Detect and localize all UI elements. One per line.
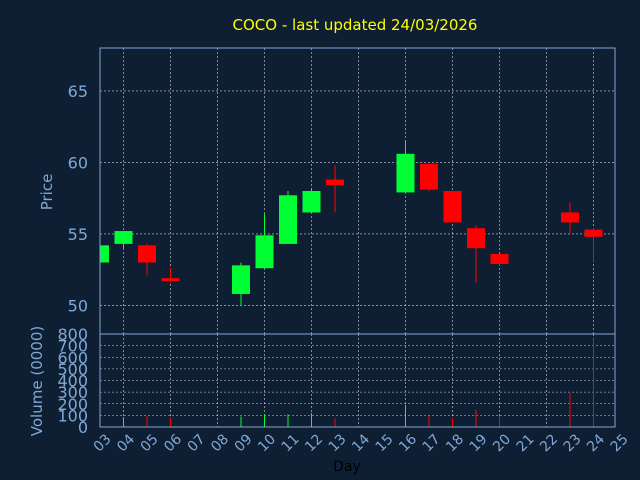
price-tick-label: 55 [68,225,88,244]
candle-body [561,212,579,223]
candle-body [114,231,133,244]
candle [420,163,438,191]
candle-body [467,228,485,249]
candle [490,253,509,266]
candle-body [255,235,274,269]
x-tick-label: 13 [326,431,350,455]
x-tick-label: 07 [185,431,209,455]
candle-body [279,195,297,244]
volume-tick-label: 800 [57,325,88,344]
price-axis-label: Price [38,174,56,211]
x-tick-label: 03 [91,431,115,455]
price-tick-label: 50 [68,296,88,315]
x-axis-label: Day [333,459,361,475]
candle [326,165,344,213]
volume-tick-label: 700 [57,337,88,356]
candle [232,262,250,306]
candle [279,191,297,244]
x-tick-label: 05 [138,431,162,455]
candle [584,228,603,263]
candle [443,191,462,223]
candle-body [443,191,462,223]
volume-bars [123,338,594,427]
candle [114,231,133,249]
x-tick-label: 04 [114,431,138,455]
volume-grid [100,334,615,427]
volume-tick-label: 500 [57,360,88,379]
volume-tick-label: 600 [57,348,88,367]
candle-body [490,253,509,264]
x-tick-label: 14 [349,431,373,455]
candle-body [302,191,321,213]
x-tick-label: 24 [584,431,608,455]
x-tick-label: 23 [561,431,585,455]
x-tick-label: 11 [279,431,303,455]
x-tick-label: 06 [161,431,185,455]
price-grid [100,48,615,334]
x-tick-label: 08 [208,431,232,455]
x-tick-label: 22 [537,431,561,455]
candle [161,268,180,283]
candle-body [232,265,250,294]
x-tick-label: 18 [443,431,467,455]
candle-body [161,278,180,282]
candle-body [100,245,109,263]
x-tick-label: 21 [514,431,538,455]
candle [561,202,579,234]
x-tick-label: 17 [420,431,444,455]
candle [99,245,109,263]
x-tick-label: 19 [467,431,491,455]
x-tick-label: 09 [232,431,256,455]
candle-body [138,245,156,263]
candles [99,140,603,306]
candle [302,188,321,213]
x-tick-label: 15 [373,431,397,455]
price-y-ticks: 50 55 60 65 [68,82,88,315]
volume-tick-label: 300 [57,383,88,402]
x-tick-label: 12 [302,431,326,455]
price-tick-label: 60 [68,153,88,172]
candle-body [584,229,603,237]
volume-tick-label: 400 [57,372,88,391]
x-ticks: 03 04 05 06 07 08 09 10 11 12 13 14 15 16 17 18 19 20 21 22… [91,431,632,455]
volume-tick-label: 200 [57,395,88,414]
x-tick-label: 25 [608,431,632,455]
candle [396,140,415,193]
candle-body [326,179,344,186]
x-tick-label: 10 [255,431,279,455]
volume-tick-label: 0 [78,418,88,437]
candle-body [420,163,438,190]
price-tick-label: 65 [68,82,88,101]
chart-title: COCO - last updated 24/03/2026 [233,16,478,34]
candle [255,213,274,269]
x-tick-label: 20 [490,431,514,455]
volume-panel-frame [99,333,616,428]
candle [467,225,485,283]
candle-body [396,153,415,193]
x-tick-label: 16 [396,431,420,455]
candle [138,243,156,276]
volume-axis-label: Volume (0000) [28,326,46,436]
volume-tick-label: 100 [57,406,88,425]
